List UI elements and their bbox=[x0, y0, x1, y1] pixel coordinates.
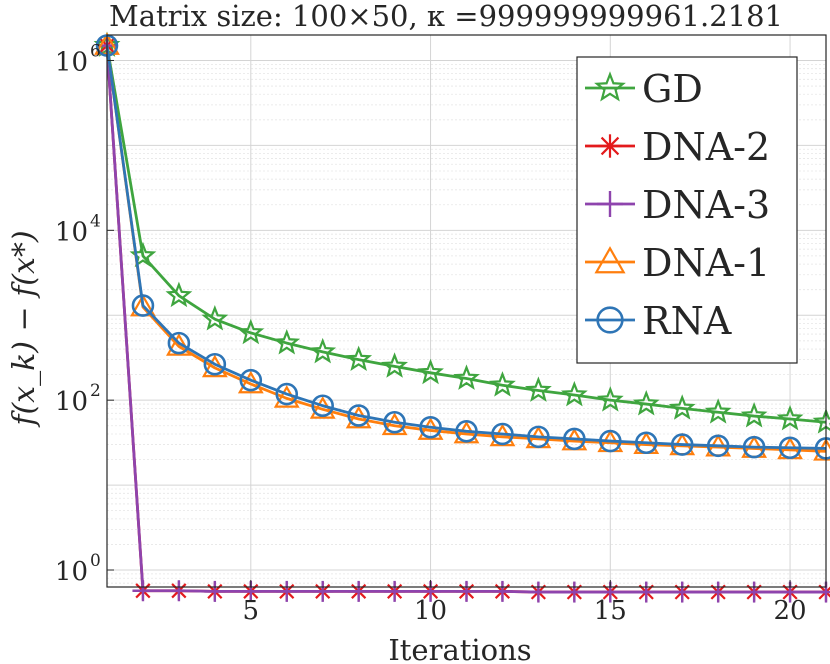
data-point-star bbox=[776, 404, 804, 431]
data-point-plus bbox=[204, 580, 226, 602]
series-dna-3 bbox=[96, 35, 830, 603]
data-point-star bbox=[309, 337, 337, 364]
data-point-star bbox=[381, 352, 408, 378]
data-point-circle bbox=[563, 427, 586, 451]
data-point-plus bbox=[132, 580, 154, 602]
x-tick-label: 15 bbox=[594, 596, 627, 626]
y-axis-label-group: f(x_k) − f(x*) bbox=[7, 230, 42, 427]
data-point-circle bbox=[599, 429, 622, 453]
data-point-plus bbox=[168, 580, 190, 602]
legend-label: DNA-2 bbox=[642, 125, 770, 169]
series-rna bbox=[95, 34, 830, 460]
data-point-circle bbox=[670, 433, 694, 456]
data-point-star bbox=[165, 281, 193, 308]
data-point-star bbox=[201, 305, 229, 331]
data-point-circle bbox=[167, 331, 191, 355]
data-point-circle bbox=[491, 422, 514, 446]
y-tick-exponent: 0 bbox=[90, 551, 101, 571]
legend-item-dna-3: DNA-3 bbox=[585, 183, 770, 227]
x-axis-label: Iterations bbox=[388, 633, 531, 664]
data-point-asterisk bbox=[598, 134, 622, 158]
x-tick-label: 10 bbox=[414, 596, 447, 626]
series-line bbox=[105, 45, 827, 424]
data-point-star bbox=[453, 364, 480, 390]
data-point-star bbox=[632, 389, 660, 416]
y-tick-label: 10 bbox=[55, 387, 88, 417]
y-tick-label: 10 bbox=[55, 217, 88, 247]
series-line bbox=[105, 45, 827, 450]
x-tick-label: 20 bbox=[774, 596, 807, 626]
legend-label: DNA-3 bbox=[642, 183, 770, 227]
data-point-circle bbox=[275, 382, 299, 406]
series-group bbox=[93, 31, 830, 603]
legend-item-gd: GD bbox=[585, 67, 703, 111]
plot-frame bbox=[106, 34, 827, 588]
data-point-plus bbox=[671, 581, 693, 603]
data-point-circle bbox=[778, 436, 802, 460]
data-point-circle bbox=[706, 434, 730, 458]
y-tick-exponent: 2 bbox=[90, 381, 101, 401]
data-point-circle bbox=[383, 410, 406, 434]
data-point-plus bbox=[491, 580, 513, 602]
legend-item-dna-1: DNA-1 bbox=[585, 241, 770, 285]
data-point-circle bbox=[131, 294, 155, 317]
legend: GD DNA-2 DNA-3 DNA-1 RNA bbox=[576, 56, 798, 364]
data-point-circle bbox=[311, 394, 334, 418]
data-point-star bbox=[273, 329, 301, 355]
data-point-plus bbox=[527, 581, 549, 603]
data-point-circle bbox=[527, 425, 550, 449]
data-point-plus bbox=[743, 581, 765, 603]
data-point-circle bbox=[634, 431, 658, 455]
data-point-plus bbox=[707, 581, 729, 603]
legend-item-rna: RNA bbox=[585, 299, 732, 343]
data-point-star bbox=[560, 380, 588, 407]
data-point-plus bbox=[312, 580, 334, 602]
y-tick-exponent: 6 bbox=[90, 41, 101, 61]
data-point-plus bbox=[348, 580, 370, 602]
data-point-circle bbox=[203, 352, 227, 376]
y-axis-label: f(x_k) − f(x*) bbox=[7, 230, 42, 427]
data-point-circle bbox=[419, 415, 442, 439]
legend-box bbox=[576, 56, 798, 364]
data-point-star bbox=[740, 401, 768, 428]
data-point-plus bbox=[563, 581, 585, 603]
data-point-star bbox=[524, 376, 552, 402]
data-point-circle bbox=[742, 435, 766, 459]
data-point-circle bbox=[596, 306, 624, 334]
data-point-star bbox=[345, 345, 373, 372]
legend-item-dna-2: DNA-2 bbox=[585, 125, 770, 169]
data-point-plus bbox=[635, 581, 657, 603]
series-gd bbox=[93, 31, 830, 434]
data-point-star bbox=[417, 358, 444, 385]
data-point-plus bbox=[597, 191, 623, 217]
data-point-plus bbox=[456, 580, 477, 602]
legend-label: RNA bbox=[642, 299, 732, 343]
legend-label: GD bbox=[642, 67, 703, 111]
y-tick-label: 10 bbox=[55, 557, 88, 587]
chart-title: Matrix size: 100×50, κ =999999999961.218… bbox=[109, 0, 783, 33]
data-point-plus bbox=[384, 580, 406, 602]
y-tick-label: 10 bbox=[55, 47, 88, 77]
y-tick-exponent: 4 bbox=[90, 211, 101, 231]
data-point-star bbox=[594, 71, 626, 102]
data-point-star bbox=[596, 386, 624, 412]
data-point-triangle bbox=[594, 246, 626, 274]
data-point-plus bbox=[276, 580, 298, 602]
data-point-star bbox=[668, 394, 696, 420]
data-point-circle bbox=[239, 368, 263, 392]
x-tick-label: 5 bbox=[243, 596, 260, 626]
data-point-circle bbox=[455, 420, 478, 443]
data-point-circle bbox=[347, 404, 370, 427]
data-point-star bbox=[704, 398, 732, 424]
data-point-star bbox=[489, 371, 516, 397]
legend-label: DNA-1 bbox=[642, 241, 770, 285]
data-point-star bbox=[237, 318, 265, 345]
